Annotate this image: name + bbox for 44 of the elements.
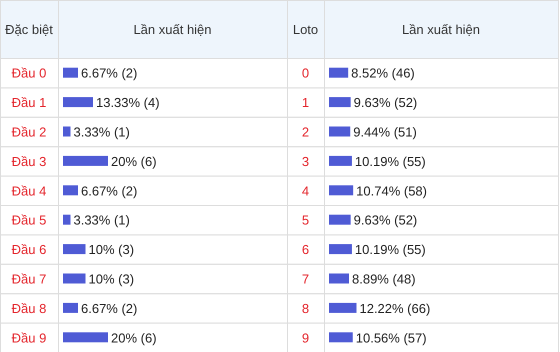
y-tick-label: 9: [302, 330, 310, 346]
y-tick-label: 8: [302, 300, 310, 316]
data-label: 9.44% (51): [353, 124, 417, 140]
data-label: 8.52% (46): [351, 66, 415, 81]
y-tick-label: Đầu 8: [12, 300, 46, 316]
y-tick-label: 6: [302, 242, 310, 258]
y-tick-label: 0: [302, 66, 310, 81]
y-tick-label: Đầu 9: [12, 330, 46, 346]
y-tick-label: Đầu 6: [12, 242, 46, 258]
y-tick-label: Đầu 5: [12, 212, 46, 228]
data-label: 3.33% (1): [73, 212, 130, 228]
y-tick-label: Đầu 2: [12, 124, 46, 140]
x-axis-title: Lần xuất hiện: [402, 22, 480, 37]
data-label: 10% (3): [88, 242, 134, 258]
y-tick-label: 3: [302, 154, 310, 169]
y-axis-title: Đặc biệt: [5, 22, 54, 37]
data-label: 10.74% (58): [356, 183, 427, 198]
data-label: 10.19% (55): [354, 154, 426, 169]
data-label: 9.63% (52): [354, 95, 418, 110]
data-label: 10.56% (57): [356, 330, 427, 346]
data-label: 6.67% (2): [81, 66, 138, 81]
data-label: 6.67% (2): [81, 300, 138, 316]
y-tick-label: 5: [302, 212, 310, 228]
y-tick-label: 7: [302, 272, 310, 286]
y-tick-label: Đầu 1: [12, 95, 46, 110]
data-label: 20% (6): [111, 330, 157, 346]
y-axis-title: Loto: [292, 22, 318, 37]
data-label: 6.67% (2): [81, 183, 138, 198]
x-axis-title: Lần xuất hiện: [133, 22, 212, 37]
data-label: 3.33% (1): [73, 124, 130, 140]
data-label: 10% (3): [88, 272, 134, 286]
y-tick-label: 1: [302, 95, 310, 110]
y-tick-label: 2: [302, 124, 310, 140]
data-label: 20% (6): [111, 154, 157, 169]
data-label: 9.63% (52): [354, 212, 418, 228]
data-label: 10.19% (55): [354, 242, 426, 258]
data-label: 12.22% (66): [359, 300, 430, 316]
data-label: 8.89% (48): [352, 272, 416, 286]
y-tick-label: Đầu 3: [12, 154, 46, 169]
y-tick-label: 4: [302, 183, 310, 198]
data-label: 13.33% (4): [96, 95, 160, 110]
y-tick-label: Đầu 4: [12, 183, 46, 198]
y-tick-label: Đầu 0: [12, 66, 46, 81]
y-tick-label: Đầu 7: [12, 272, 46, 286]
